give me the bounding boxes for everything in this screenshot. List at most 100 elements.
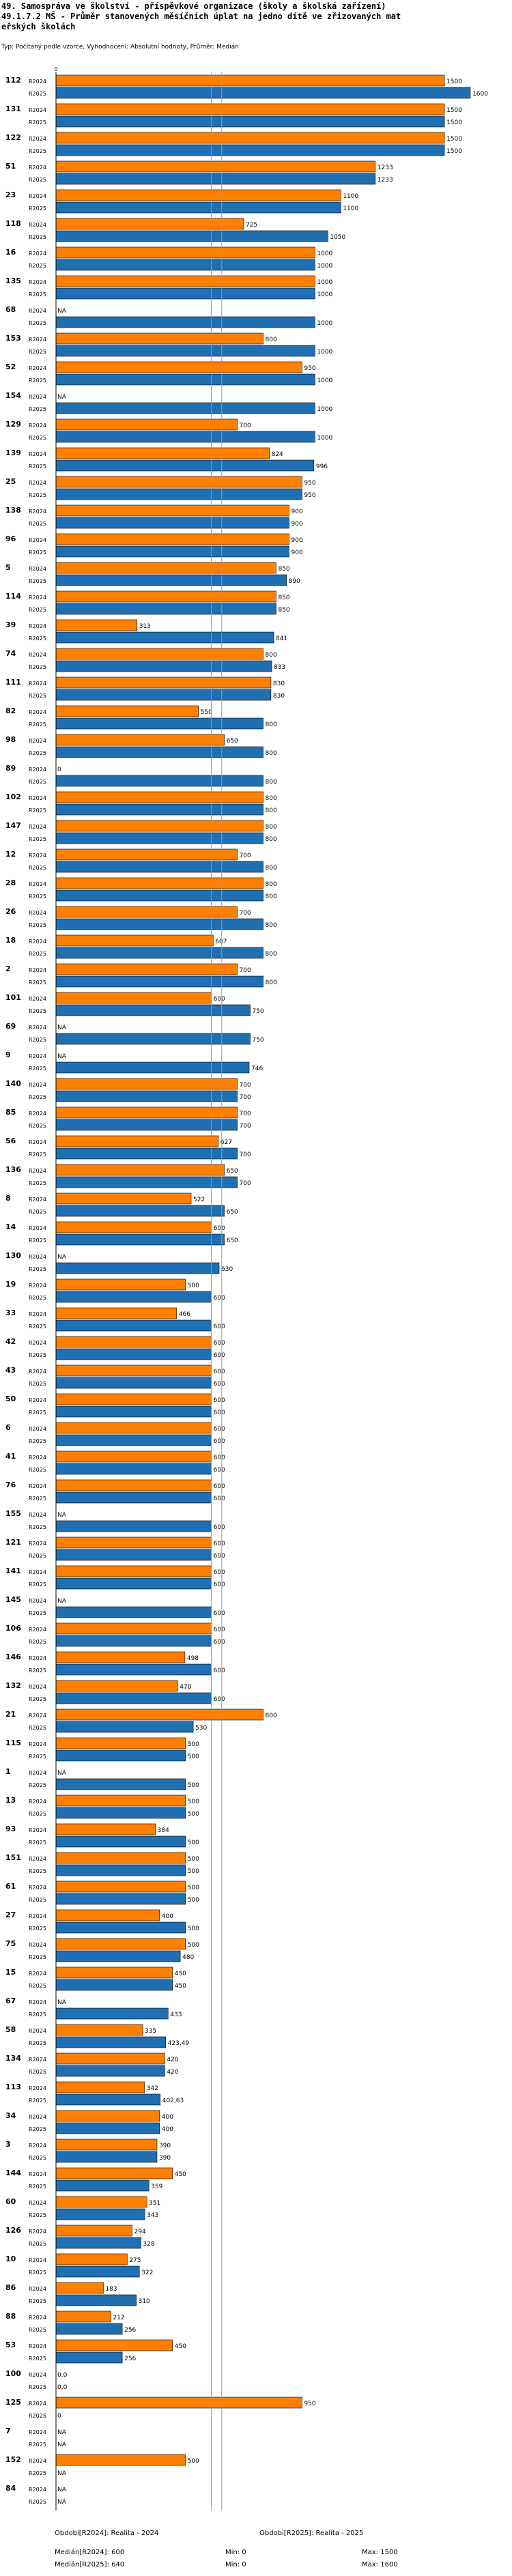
series-label: R2025 [29,148,46,154]
value-label: 400 [162,1913,173,1920]
value-label: 600 [214,1225,225,1232]
value-label: 800 [266,824,277,831]
bar-139-R2024 [55,447,270,459]
value-label: 800 [266,865,277,872]
bar-25-R2025 [55,488,302,500]
series-label: R2024 [29,279,46,285]
series-label: R2024 [29,2429,46,2435]
bar-151-R2024 [55,1852,186,1864]
value-label: 500 [188,1782,199,1789]
bar-28-R2025 [55,889,264,902]
value-label: NA [57,394,67,401]
value-label: 1233 [378,177,393,184]
bar-121-R2024 [55,1536,212,1549]
bar-23-R2025 [55,201,341,214]
bar-50-R2024 [55,1393,212,1405]
row-id-label: 118 [5,219,21,228]
series-label: R2025 [29,1295,46,1301]
series-label: R2024 [29,566,46,572]
series-label: R2024 [29,2028,46,2034]
bar-93-R2025 [55,1835,186,1848]
value-label: 500 [188,1799,199,1805]
bar-129-R2025 [55,431,315,443]
bar-98-R2024 [55,734,225,746]
series-label: R2024 [29,537,46,543]
bar-125-R2024 [55,2396,302,2409]
bar-126-R2024 [55,2224,132,2237]
row-id-label: 52 [5,362,16,371]
bar-75-R2024 [55,1938,186,1950]
value-label: 700 [240,1082,251,1089]
series-label: R2024 [29,2200,46,2206]
value-label: 800 [266,951,277,958]
value-label: 824 [272,451,283,458]
series-label: R2024 [29,2487,46,2493]
bar-25-R2024 [55,476,302,488]
series-label: R2025 [29,693,46,699]
value-label: 750 [253,1037,264,1044]
series-label: R2024 [29,1197,46,1203]
value-label: 450 [175,2171,186,2178]
bar-69-R2025 [55,1033,251,1045]
bar-2-R2024 [55,963,238,975]
series-label: R2025 [29,1209,46,1215]
series-label: R2024 [29,738,46,744]
series-label: R2025 [29,2327,46,2333]
row-id-label: 1 [5,1767,11,1776]
bar-98-R2025 [55,746,264,758]
series-label: R2024 [29,2143,46,2149]
bar-18-R2024 [55,934,214,947]
bar-126-R2025 [55,2237,141,2249]
value-label: 600 [214,1582,225,1588]
series-label: R2024 [29,136,46,142]
value-label: 1000 [317,263,332,270]
value-label: 0 [57,767,61,773]
series-label: R2024 [29,2229,46,2235]
series-label: R2024 [29,1053,46,1059]
series-label: R2024 [29,1168,46,1174]
value-label: 850 [278,566,289,573]
series-label: R2024 [29,939,46,945]
row-id-label: 12 [5,850,16,859]
series-label: R2024 [29,2372,46,2378]
row-id-label: 136 [5,1165,21,1174]
row-id-label: 100 [5,2369,21,2378]
bar-152-R2024 [55,2454,186,2466]
row-id-label: 14 [5,1222,16,1231]
series-label: R2024 [29,480,46,486]
series-label: R2024 [29,1799,46,1805]
bar-151-R2025 [55,1864,186,1876]
value-label: 600 [214,1352,225,1359]
bar-111-R2025 [55,689,272,701]
bar-147-R2025 [55,832,264,844]
bar-153-R2025 [55,345,315,357]
bar-68-R2025 [55,316,315,328]
bar-141-R2024 [55,1565,212,1577]
row-id-label: 96 [5,534,16,543]
value-label: 342 [147,2085,158,2092]
series-label: R2025 [29,463,46,470]
value-label: 390 [159,2143,171,2149]
series-label: R2025 [29,1524,46,1530]
series-label: R2025 [29,2212,46,2218]
series-label: R2024 [29,881,46,887]
value-label: NA [57,1999,67,2006]
series-label: R2025 [29,1065,46,1072]
series-label: R2025 [29,1237,46,1244]
bar-154-R2025 [55,402,315,414]
value-label: 498 [187,1655,199,1662]
row-id-label: 144 [5,2169,21,2177]
row-id-label: 33 [5,1308,16,1317]
series-label: R2025 [29,2356,46,2362]
row-id-label: 23 [5,190,16,199]
value-label: 256 [124,2327,136,2334]
series-label: R2024 [29,623,46,629]
series-label: R2025 [29,205,46,212]
bar-53-R2024 [55,2339,173,2351]
value-label: 1100 [343,193,358,200]
row-id-label: 21 [5,1710,16,1719]
row-id-label: 84 [5,2484,16,2493]
value-label: 530 [195,1725,207,1732]
value-label: 600 [214,1381,225,1388]
row-id-label: 28 [5,878,16,887]
